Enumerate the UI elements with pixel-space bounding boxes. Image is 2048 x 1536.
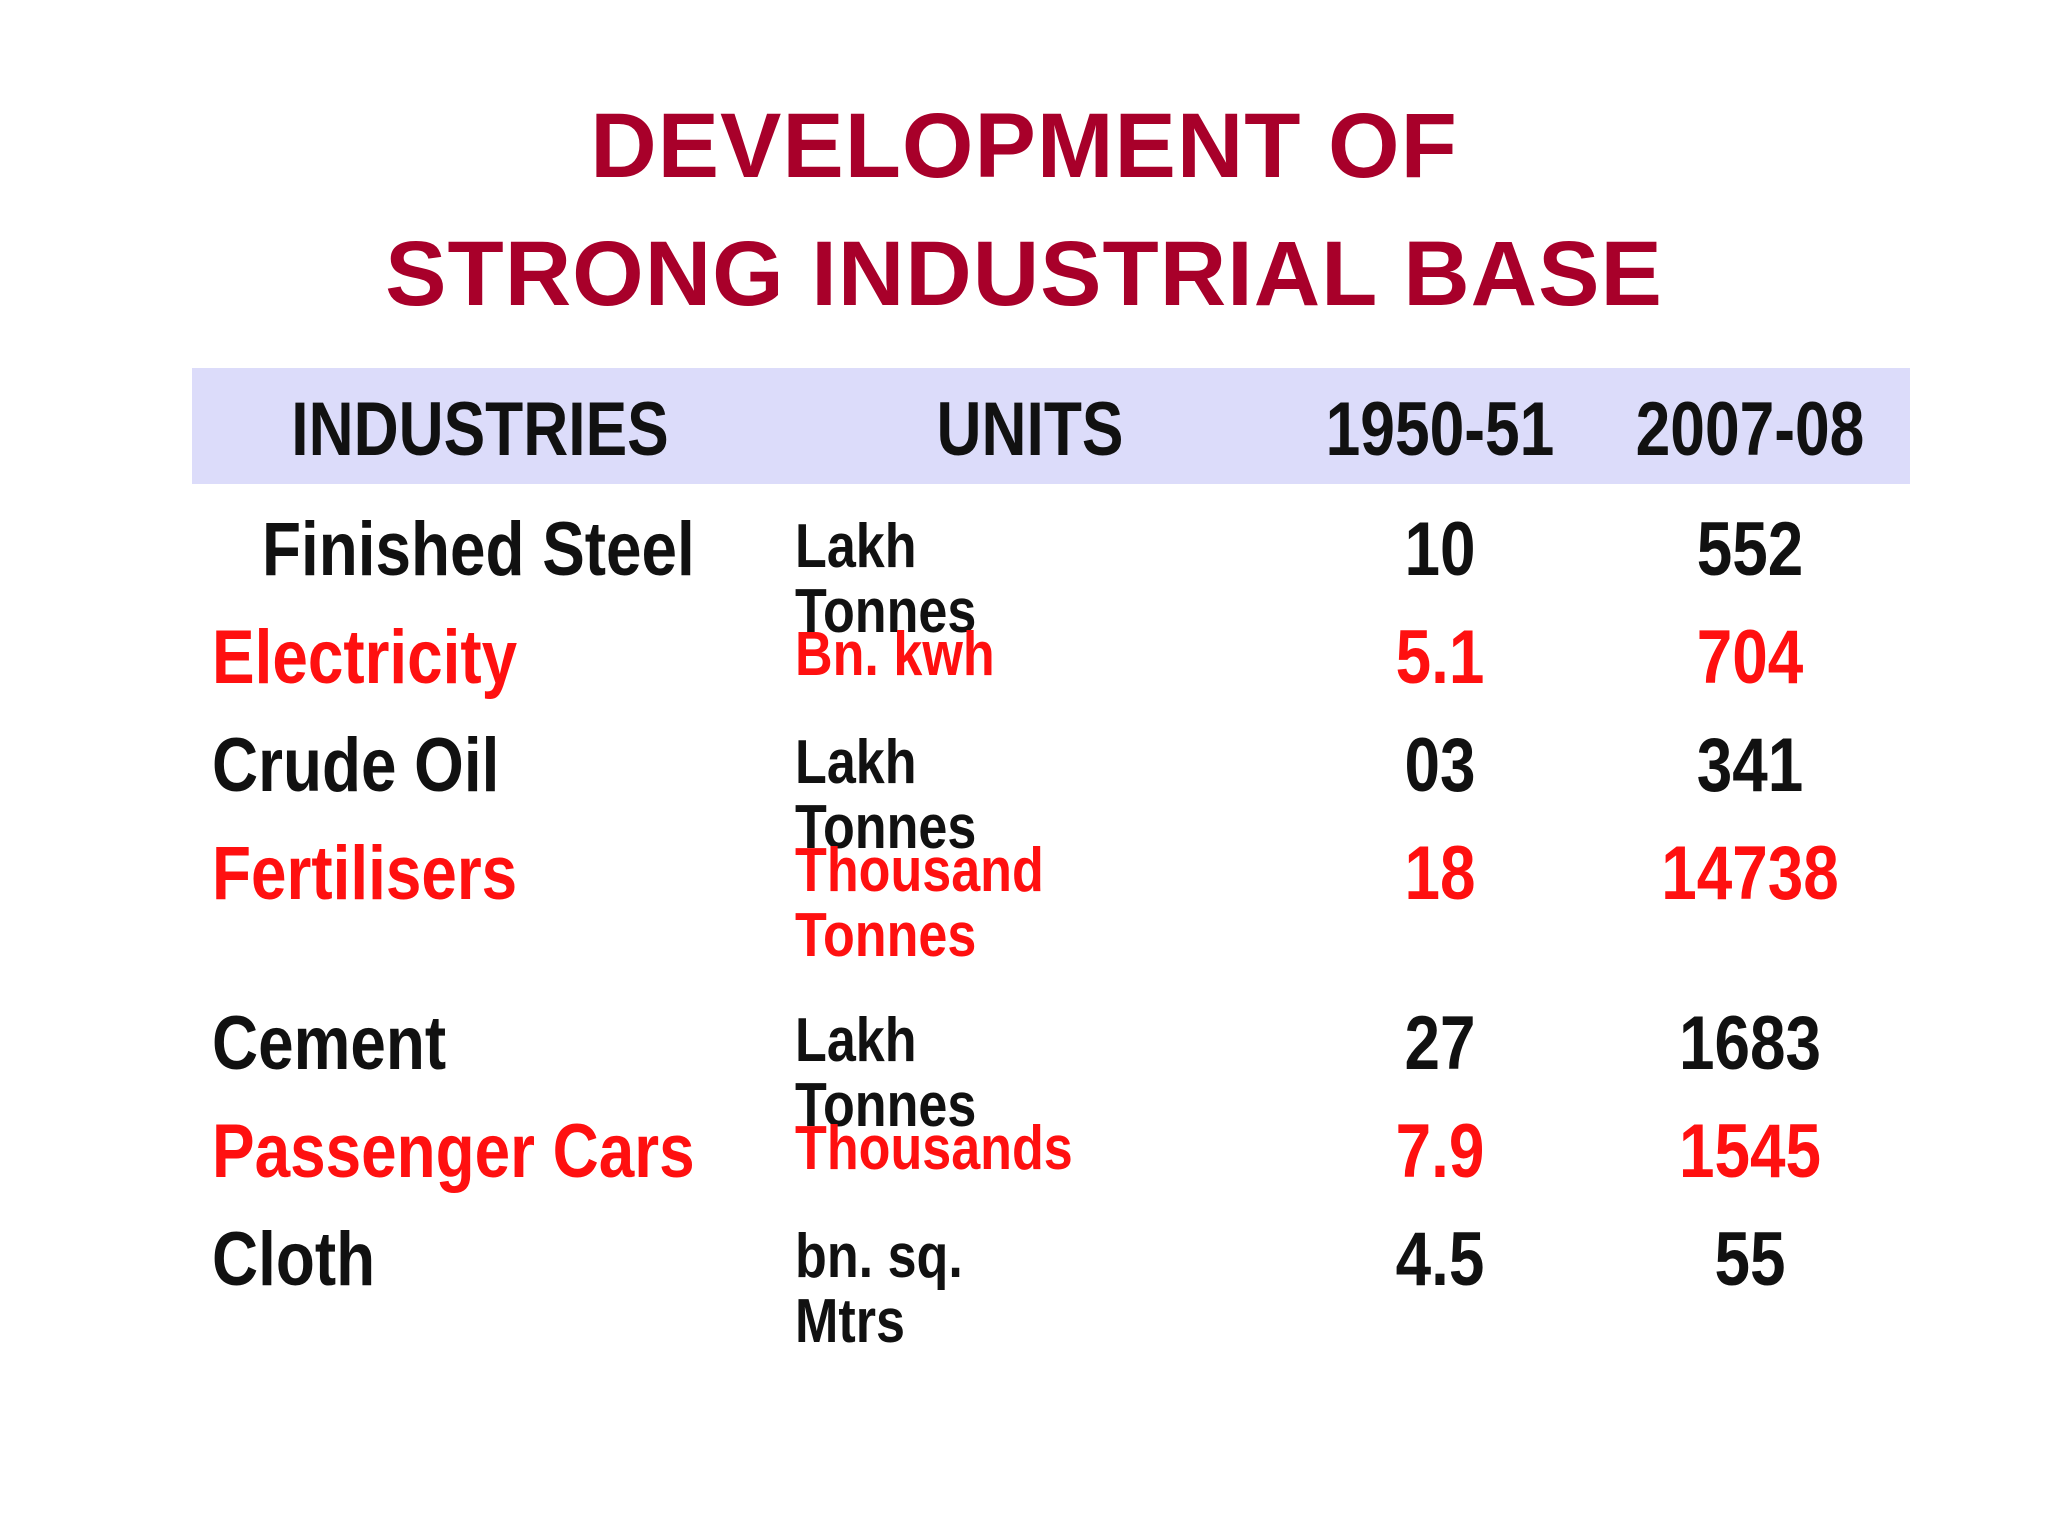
row-2007-08-finished-steel: 552 bbox=[1696, 507, 1804, 592]
row-unit-finished-steel: Lakh Tonnes bbox=[795, 512, 977, 647]
row-2007-08-crude-oil: 341 bbox=[1696, 723, 1804, 808]
row-2007-08-electricity: 704 bbox=[1696, 615, 1804, 700]
column-header-1950-51: 1950-51 bbox=[1325, 387, 1555, 472]
row-1950-51-electricity: 5.1 bbox=[1395, 615, 1485, 700]
row-2007-08-cloth: 55 bbox=[1714, 1217, 1786, 1302]
row-industry-passenger-cars: Passenger Cars bbox=[212, 1109, 695, 1194]
row-industry-cement: Cement bbox=[212, 1001, 447, 1086]
row-industry-cloth: Cloth bbox=[212, 1217, 376, 1302]
row-1950-51-finished-steel: 10 bbox=[1404, 507, 1476, 592]
column-header-units: UNITS bbox=[936, 387, 1124, 472]
table-header-band bbox=[192, 368, 1910, 484]
row-2007-08-passenger-cars: 1545 bbox=[1678, 1109, 1822, 1194]
row-1950-51-cloth: 4.5 bbox=[1395, 1217, 1485, 1302]
row-unit-cement: Lakh Tonnes bbox=[795, 1006, 977, 1141]
row-1950-51-crude-oil: 03 bbox=[1404, 723, 1476, 808]
row-1950-51-fertilisers: 18 bbox=[1404, 831, 1476, 916]
row-1950-51-cement: 27 bbox=[1404, 1001, 1476, 1086]
row-unit-crude-oil: Lakh Tonnes bbox=[795, 728, 977, 863]
row-unit-fertilisers: Thousand Tonnes bbox=[795, 836, 1044, 971]
row-industry-crude-oil: Crude Oil bbox=[212, 723, 500, 808]
page-title-line-2: STRONG INDUSTRIAL BASE bbox=[385, 223, 1663, 325]
row-unit-cloth: bn. sq. Mtrs bbox=[795, 1222, 963, 1357]
row-industry-fertilisers: Fertilisers bbox=[212, 831, 518, 916]
row-1950-51-passenger-cars: 7.9 bbox=[1395, 1109, 1485, 1194]
row-unit-electricity: Bn. kwh bbox=[795, 620, 995, 689]
page-title-line-1: DEVELOPMENT OF bbox=[590, 95, 1458, 197]
row-industry-electricity: Electricity bbox=[212, 615, 518, 700]
column-header-2007-08: 2007-08 bbox=[1635, 387, 1865, 472]
row-2007-08-fertilisers: 14738 bbox=[1661, 831, 1839, 916]
row-industry-finished-steel: Finished Steel bbox=[262, 507, 695, 592]
row-unit-passenger-cars: Thousands bbox=[795, 1114, 1073, 1183]
column-header-industries: INDUSTRIES bbox=[291, 387, 669, 472]
row-2007-08-cement: 1683 bbox=[1678, 1001, 1822, 1086]
